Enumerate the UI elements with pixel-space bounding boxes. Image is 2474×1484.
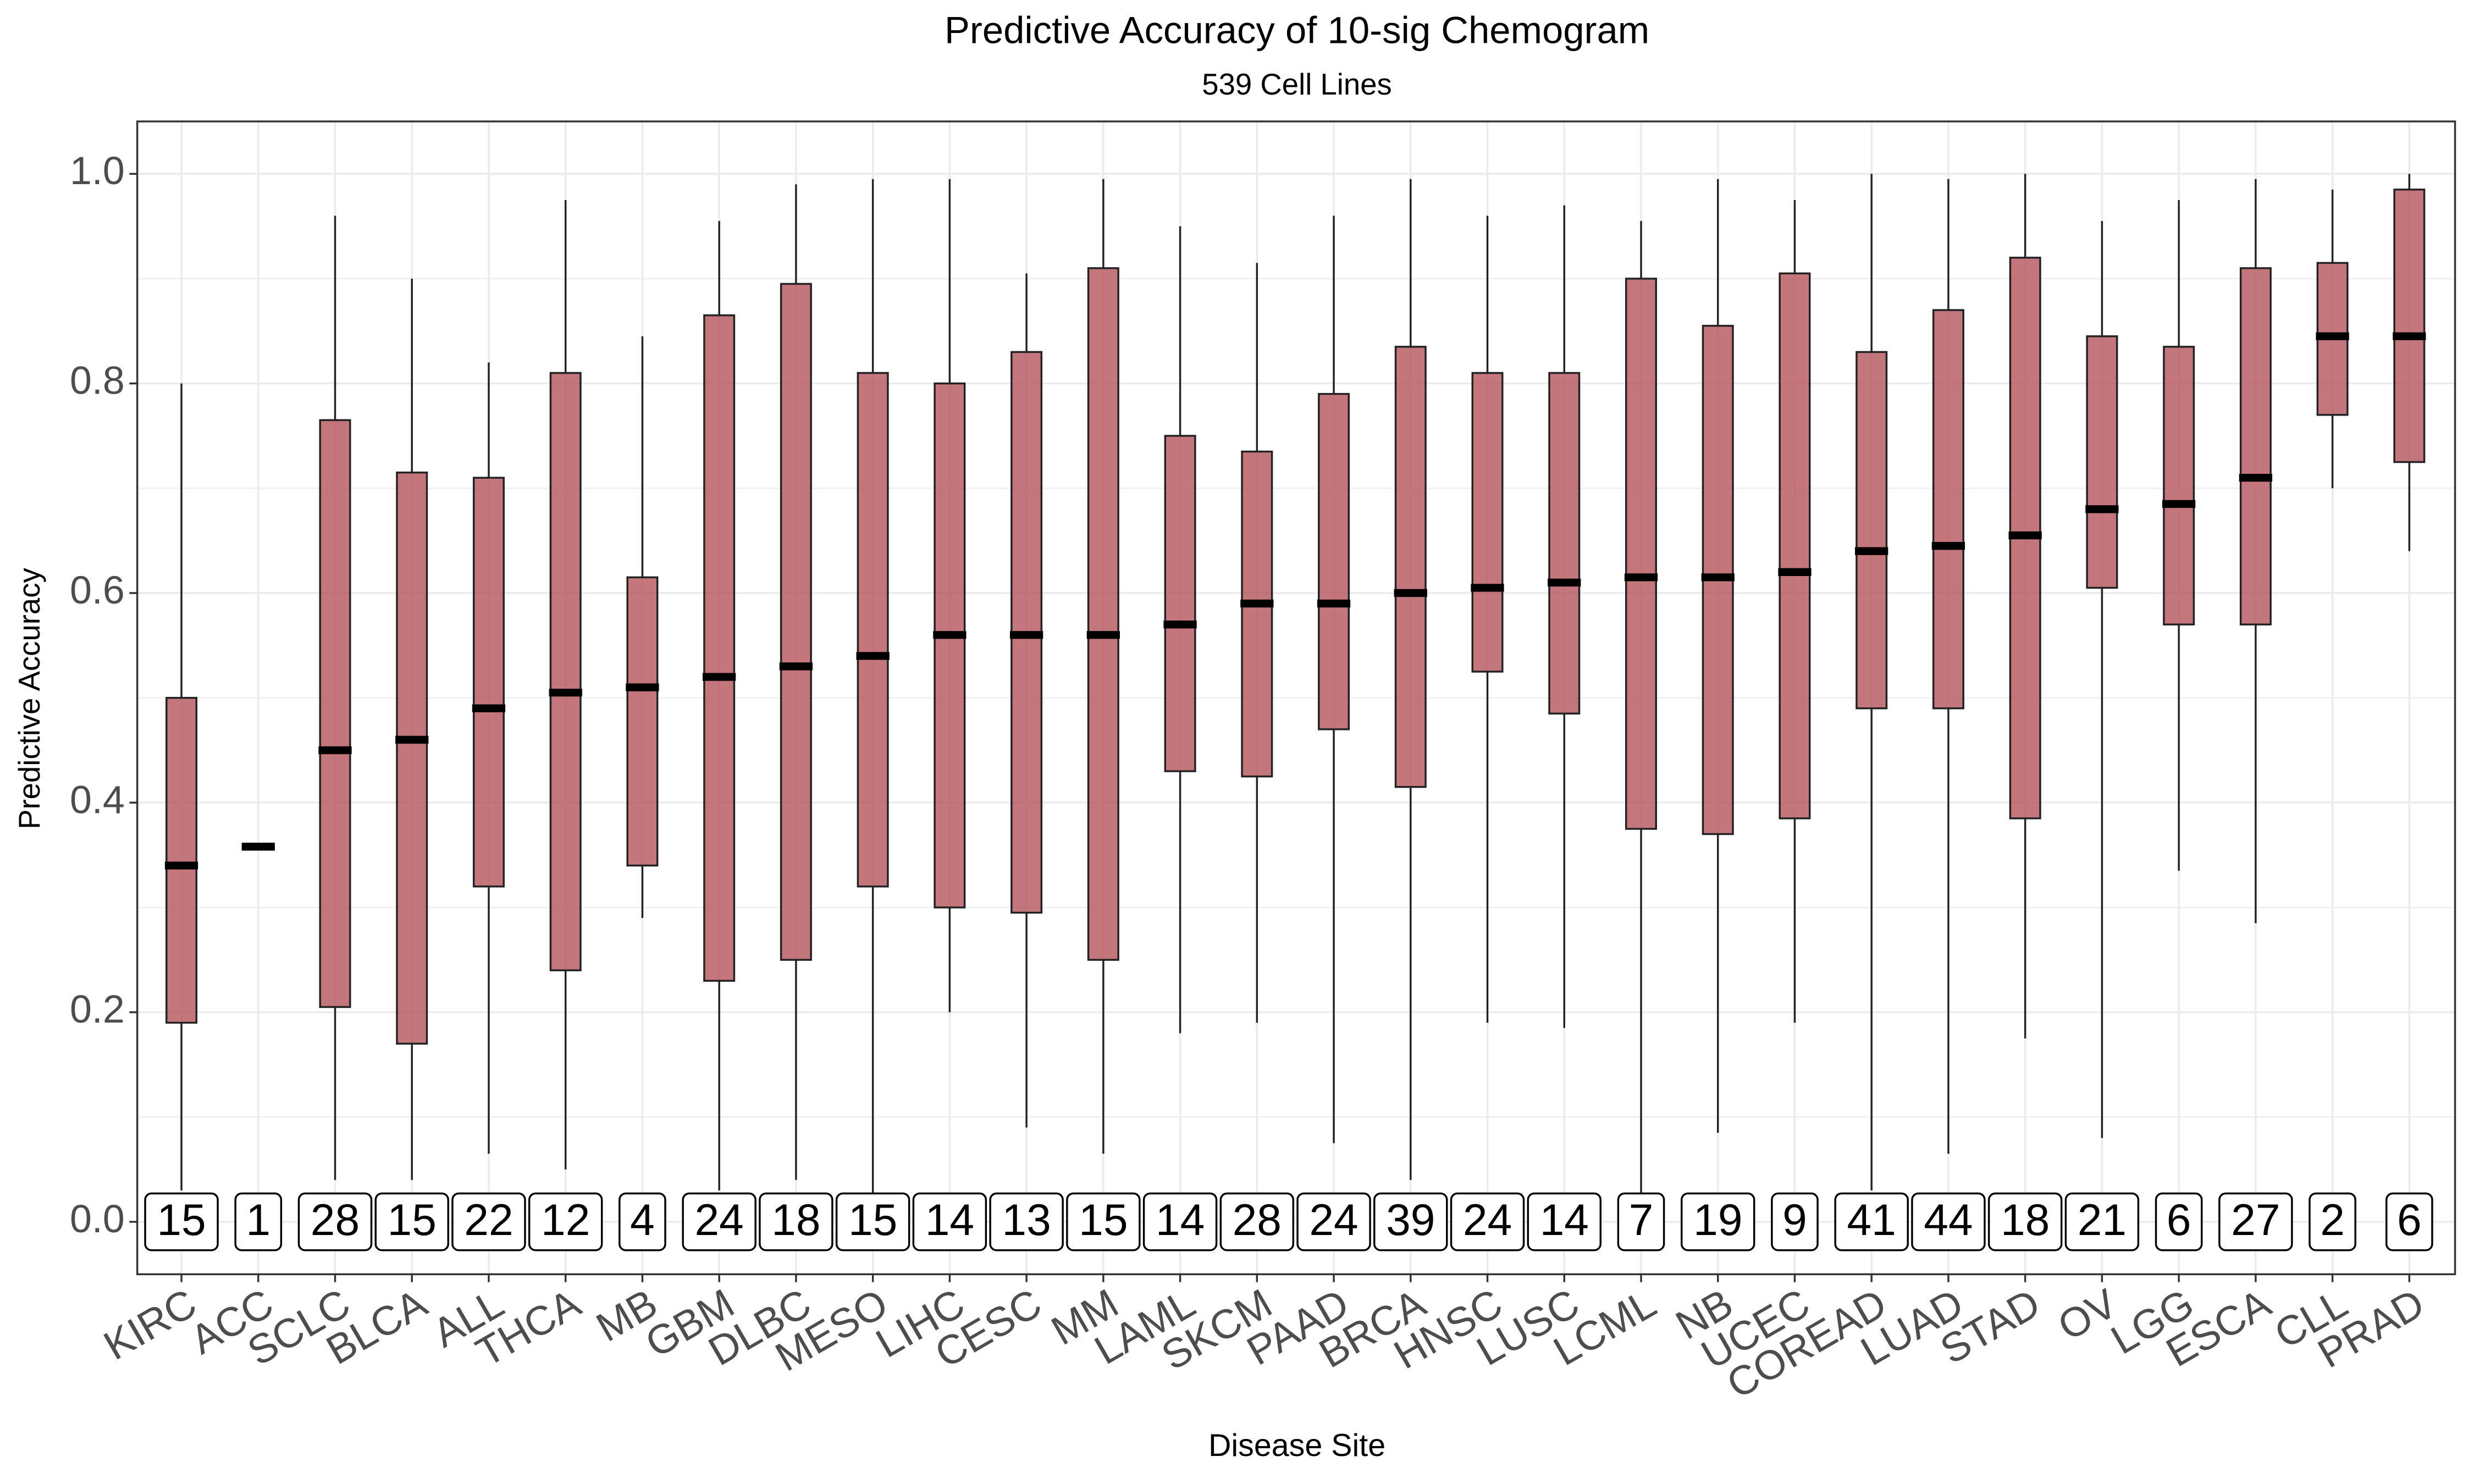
box xyxy=(549,372,582,972)
count-label-box xyxy=(1142,1192,1218,1252)
count-label-box xyxy=(2155,1192,2203,1252)
box xyxy=(1548,372,1581,715)
count-label: 9 xyxy=(1782,1195,1807,1245)
panel-border xyxy=(136,120,2456,1276)
count-label-box xyxy=(1771,1192,1819,1252)
count-label: 24 xyxy=(1463,1195,1512,1245)
count-label-box xyxy=(1450,1192,1525,1252)
count-label-box xyxy=(912,1192,987,1252)
count-label: 15 xyxy=(848,1195,897,1245)
count-label: 4 xyxy=(630,1195,655,1245)
count-label-box xyxy=(2218,1192,2293,1252)
box xyxy=(1625,278,1657,830)
count-label-box xyxy=(1680,1192,1755,1252)
count-label-box xyxy=(144,1192,219,1252)
count-label-box xyxy=(618,1192,666,1252)
count-label: 15 xyxy=(157,1195,206,1245)
count-label: 14 xyxy=(925,1195,974,1245)
count-label-box xyxy=(374,1192,449,1252)
count-label-box xyxy=(989,1192,1064,1252)
y-tick-label: 0.2 xyxy=(70,988,125,1032)
count-label: 15 xyxy=(388,1195,437,1245)
count-label: 18 xyxy=(2001,1195,2050,1245)
box xyxy=(396,471,428,1045)
box xyxy=(319,419,351,1008)
count-label: 14 xyxy=(1156,1195,1205,1245)
count-label: 12 xyxy=(541,1195,590,1245)
y-tick-label: 0.8 xyxy=(70,359,125,403)
box xyxy=(1394,346,1427,788)
count-label: 6 xyxy=(2397,1195,2422,1245)
chart-subtitle: 539 Cell Lines xyxy=(1202,68,1392,101)
count-label: 44 xyxy=(1924,1195,1973,1245)
count-label: 24 xyxy=(1309,1195,1358,1245)
plot-marks: 15 1 28 15 22 12 4 24 18 15 14 13 15 14 28 24 39 24 14 7 19 9… xyxy=(144,174,2433,1252)
count-label: 41 xyxy=(1847,1195,1896,1245)
box xyxy=(857,372,889,888)
box xyxy=(2086,335,2118,589)
box xyxy=(2163,346,2195,625)
count-label-box xyxy=(1834,1192,1909,1252)
count-label-box xyxy=(1987,1192,2063,1252)
box xyxy=(1471,372,1504,673)
count-label: 28 xyxy=(311,1195,360,1245)
box xyxy=(1779,272,1811,819)
count-label: 24 xyxy=(694,1195,743,1245)
count-label: 13 xyxy=(1002,1195,1051,1245)
y-tick-label: 0.6 xyxy=(70,568,125,612)
count-label: 22 xyxy=(464,1195,513,1245)
count-label-box xyxy=(835,1192,910,1252)
count-label: 14 xyxy=(1540,1195,1589,1245)
count-label: 28 xyxy=(1233,1195,1282,1245)
count-label-box xyxy=(1066,1192,1141,1252)
count-label-box xyxy=(1617,1192,1665,1252)
count-label-box xyxy=(528,1192,603,1252)
count-label-box xyxy=(1296,1192,1371,1252)
box xyxy=(703,314,736,982)
y-axis-title: Predictive Accuracy xyxy=(13,568,46,829)
box xyxy=(1856,351,1888,710)
count-label: 1 xyxy=(246,1195,270,1245)
y-tick-label: 0.4 xyxy=(70,778,125,822)
count-label: 39 xyxy=(1386,1195,1435,1245)
box xyxy=(1087,267,1119,961)
count-label-box xyxy=(682,1192,756,1252)
y-tick-label: 1.0 xyxy=(70,149,125,193)
count-label: 19 xyxy=(1693,1195,1742,1245)
box xyxy=(2239,267,2272,625)
count-label-box xyxy=(2385,1192,2433,1252)
chart-title: Predictive Accuracy of 10-sig Chemogram xyxy=(945,9,1649,51)
count-label-box xyxy=(1373,1192,1448,1252)
count-label-box xyxy=(234,1192,283,1252)
box xyxy=(780,283,812,961)
count-label-box xyxy=(759,1192,833,1252)
count-label-box xyxy=(2309,1192,2356,1252)
box xyxy=(1164,435,1196,772)
count-label-box xyxy=(297,1192,373,1252)
count-label-box xyxy=(451,1192,526,1252)
box xyxy=(472,477,505,888)
count-label-box xyxy=(1527,1192,1602,1252)
box xyxy=(2393,189,2426,463)
count-label: 7 xyxy=(1629,1195,1654,1245)
count-label: 2 xyxy=(2320,1195,2345,1245)
box xyxy=(1241,450,1273,778)
box xyxy=(1318,392,1350,730)
box xyxy=(934,382,966,909)
count-label: 15 xyxy=(1079,1195,1128,1245)
count-label: 6 xyxy=(2167,1195,2191,1245)
count-label-box xyxy=(1911,1192,1986,1252)
box xyxy=(1932,309,1964,710)
count-label: 21 xyxy=(2078,1195,2127,1245)
box xyxy=(165,696,198,1024)
y-tick-label: 0.0 xyxy=(70,1197,125,1241)
count-label: 27 xyxy=(2231,1195,2280,1245)
count-label-box xyxy=(2064,1192,2140,1252)
count-label: 18 xyxy=(771,1195,820,1245)
x-axis-title: Disease Site xyxy=(1208,1428,1385,1463)
count-label-box xyxy=(1219,1192,1295,1252)
box xyxy=(626,576,659,867)
